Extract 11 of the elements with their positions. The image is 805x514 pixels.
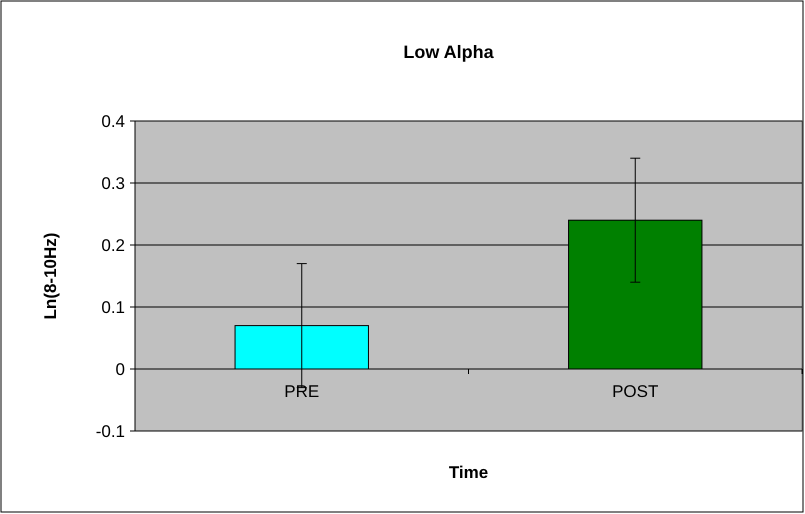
y-axis-title: Ln(8-10Hz) <box>41 232 60 320</box>
y-tick-label: 0.1 <box>101 298 125 317</box>
x-axis-title: Time <box>448 463 488 482</box>
y-tick-label: 0.4 <box>101 112 125 131</box>
y-tick-label: 0.2 <box>101 236 125 255</box>
x-tick-label: POST <box>612 382 658 401</box>
y-tick-label: 0.3 <box>101 174 125 193</box>
y-tick-label: 0 <box>116 360 125 379</box>
x-tick-label: PRE <box>284 382 320 401</box>
y-tick-label: -0.1 <box>96 422 125 441</box>
chart-title: Low Alpha <box>403 42 495 62</box>
